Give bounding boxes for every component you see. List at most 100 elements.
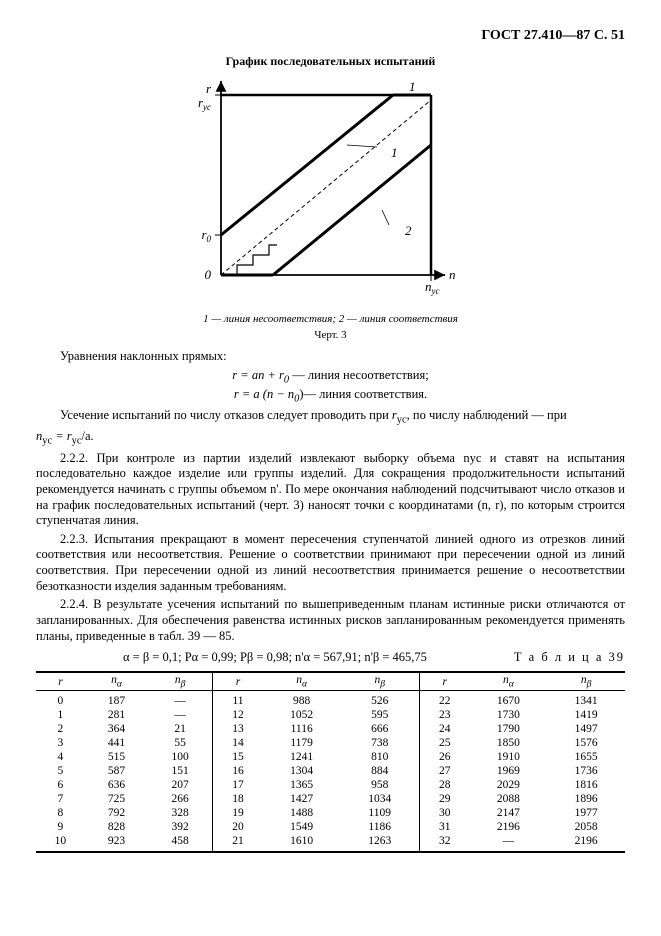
page: ГОСТ 27.410—87 С. 51 График последовател… <box>0 0 661 936</box>
para-4: 2.2.4. В результате усечения испытаний п… <box>36 597 625 644</box>
table-cell: 810 <box>340 750 419 764</box>
p1l2c: = r <box>52 429 72 443</box>
svg-text:nус: nус <box>425 279 440 296</box>
svg-text:2: 2 <box>405 223 412 238</box>
table-cell: 21 <box>148 722 213 736</box>
svg-text:r: r <box>205 81 211 96</box>
table-cell: 958 <box>340 778 419 792</box>
table-body: 0187—1198852622167013411281—121052595231… <box>36 691 625 853</box>
table-row: 879232819148811093021471977 <box>36 806 625 820</box>
table-cell: 636 <box>85 778 148 792</box>
table-cell: 1497 <box>547 722 625 736</box>
table-cell: — <box>470 834 548 852</box>
table-cell: 187 <box>85 691 148 709</box>
table-cell: 1576 <box>547 736 625 750</box>
table-cell: 100 <box>148 750 213 764</box>
table-cell: 1427 <box>263 792 341 806</box>
table-cell: 1304 <box>263 764 341 778</box>
eq2-rhs: )— линия соответствия. <box>299 387 427 401</box>
table-cell: 21 <box>213 834 263 852</box>
svg-text:1: 1 <box>391 145 398 160</box>
table-cell: 1365 <box>263 778 341 792</box>
table-col-header: nβ <box>547 672 625 691</box>
chart-title: График последовательных испытаний <box>36 54 625 69</box>
table-cell: 18 <box>213 792 263 806</box>
table-cell: 526 <box>340 691 419 709</box>
p1l2b: ус <box>42 436 52 447</box>
table-cell: 31 <box>419 820 469 834</box>
page-header: ГОСТ 27.410—87 С. 51 <box>36 28 625 44</box>
para-1-line2: nус = rус/a. <box>36 429 625 448</box>
table-cell: — <box>148 708 213 722</box>
table-cell: 27 <box>419 764 469 778</box>
table-cell: 12 <box>213 708 263 722</box>
table-cell: 1977 <box>547 806 625 820</box>
table-cell: 792 <box>85 806 148 820</box>
table-cell: 2147 <box>470 806 548 820</box>
table-cell: 1419 <box>547 708 625 722</box>
table-cell: 1816 <box>547 778 625 792</box>
table-cell: 32 <box>419 834 469 852</box>
table-cell: 151 <box>148 764 213 778</box>
para-1: Усечение испытаний по числу отказов след… <box>36 408 625 427</box>
table-cell: 1730 <box>470 708 548 722</box>
table-cell: 30 <box>419 806 469 820</box>
table-cell: 1896 <box>547 792 625 806</box>
table-row: 0187—119885262216701341 <box>36 691 625 709</box>
table-cell: 266 <box>148 792 213 806</box>
table-cell: 3 <box>36 736 85 750</box>
table-header-row: α = β = 0,1; Pα = 0,99; Pβ = 0,98; n'α =… <box>36 650 625 665</box>
table-cell: 20 <box>213 820 263 834</box>
table-cell: 441 <box>85 736 148 750</box>
table-cell: 26 <box>419 750 469 764</box>
eq1-sub: 0 <box>284 374 289 385</box>
table-cell: 2196 <box>547 834 625 852</box>
svg-text:r0: r0 <box>201 227 211 244</box>
table-head: rnαnβrnαnβrnαnβ <box>36 672 625 691</box>
table-cell: — <box>148 691 213 709</box>
data-table: rnαnβrnαnβrnαnβ 0187—1198852622167013411… <box>36 671 625 853</box>
svg-text:n: n <box>449 267 456 282</box>
table-cell: 207 <box>148 778 213 792</box>
table-cell: 0 <box>36 691 85 709</box>
table-cell: 1670 <box>470 691 548 709</box>
eq1-rhs: — линия несоответствия; <box>292 368 429 382</box>
table-cell: 1488 <box>263 806 341 820</box>
table-cell: 1052 <box>263 708 341 722</box>
table-cell: 1179 <box>263 736 341 750</box>
table-col-header: r <box>419 672 469 691</box>
chart-caption: 1 — линия несоответствия; 2 — линия соот… <box>36 313 625 325</box>
table-cell: 364 <box>85 722 148 736</box>
table-cell: 2058 <box>547 820 625 834</box>
table-cell: 11 <box>213 691 263 709</box>
table-row: 3441551411797382518501576 <box>36 736 625 750</box>
table-cell: 4 <box>36 750 85 764</box>
table-cell: 1034 <box>340 792 419 806</box>
table-cell: 7 <box>36 792 85 806</box>
table-cell: 28 <box>419 778 469 792</box>
table-cell: 328 <box>148 806 213 820</box>
table-col-header: r <box>36 672 85 691</box>
table-cell: 14 <box>213 736 263 750</box>
table-cell: 988 <box>263 691 341 709</box>
table-cell: 1 <box>36 708 85 722</box>
table-cell: 22 <box>419 691 469 709</box>
table-row: 55871511613048842719691736 <box>36 764 625 778</box>
table-cell: 1969 <box>470 764 548 778</box>
table-cell: 19 <box>213 806 263 820</box>
table-cell: 29 <box>419 792 469 806</box>
table-cell: 8 <box>36 806 85 820</box>
p1l2d: ус <box>72 436 82 447</box>
table-col-header: nα <box>85 672 148 691</box>
table-cell: 458 <box>148 834 213 852</box>
table-cell: 828 <box>85 820 148 834</box>
table-cell: 2029 <box>470 778 548 792</box>
eq-heading: Уравнения наклонных прямых: <box>36 349 625 365</box>
table-cell: 55 <box>148 736 213 750</box>
table-cell: 725 <box>85 792 148 806</box>
table-cell: 1610 <box>263 834 341 852</box>
table-cell: 1790 <box>470 722 548 736</box>
table-cell: 1341 <box>547 691 625 709</box>
figure-label: Черт. 3 <box>36 329 625 341</box>
table-params: α = β = 0,1; Pα = 0,99; Pβ = 0,98; n'α =… <box>36 650 514 665</box>
